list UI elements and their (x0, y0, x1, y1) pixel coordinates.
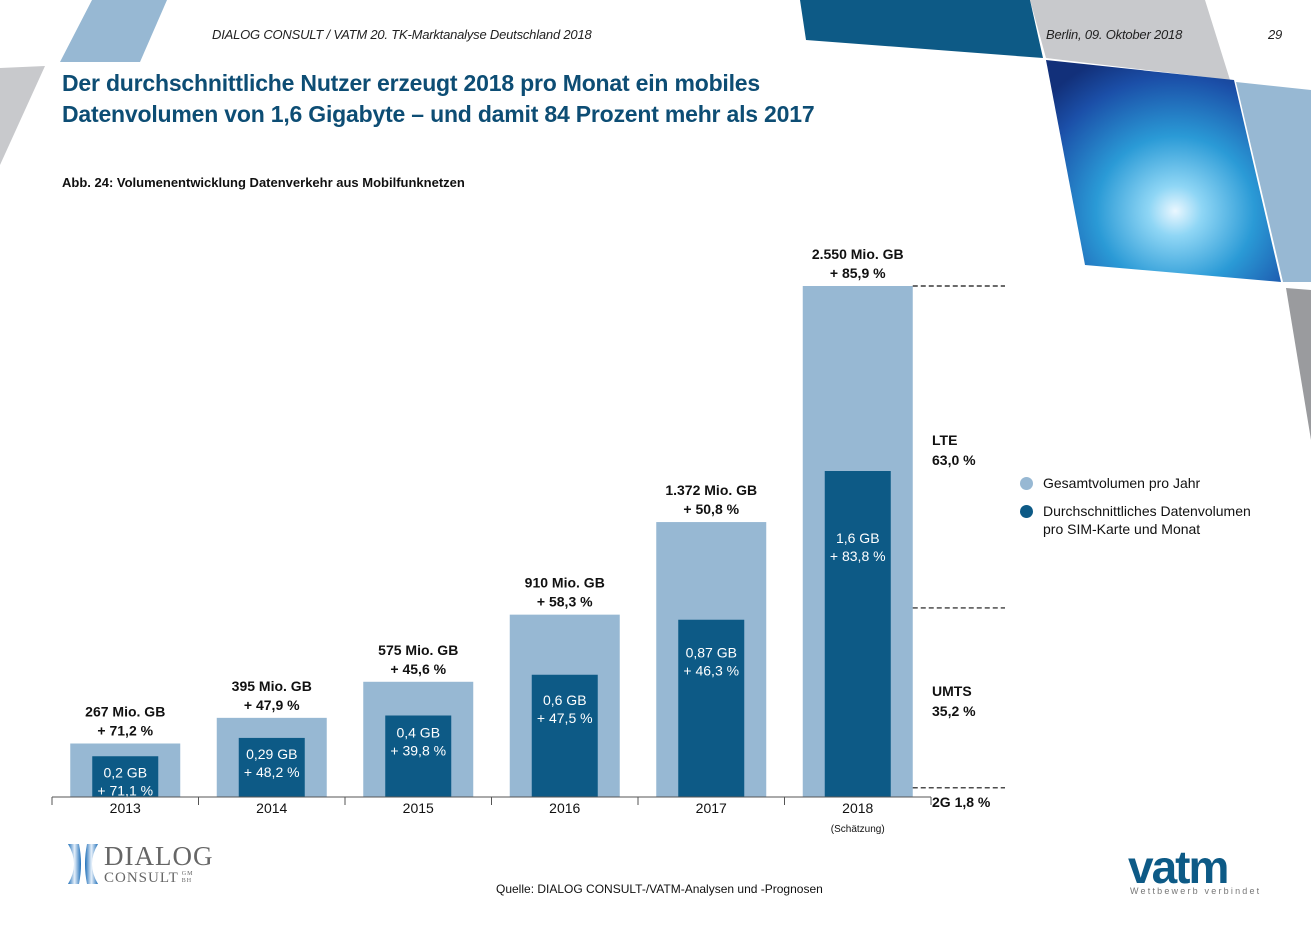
dialog-consult-line2: CONSULT (104, 869, 179, 886)
bar-avg-volume (385, 715, 452, 797)
dialog-consult-logo: DIALOG CONSULT GM BH (66, 842, 213, 886)
tech-label-name: UMTS (932, 683, 972, 699)
tech-label-share: 35,2 % (932, 703, 976, 719)
bar-avg-label: 1,6 GB (836, 530, 880, 546)
header-shape-grey-left (0, 66, 45, 165)
x-tick-label: 2013 (110, 800, 141, 816)
bar-avg-growth-label: + 39,8 % (390, 743, 446, 759)
dialog-consult-gmbh-bottom: BH (181, 877, 193, 884)
bar-total-label: 1.372 Mio. GB (665, 482, 757, 498)
bar-total-label: 910 Mio. GB (525, 575, 605, 591)
tech-label-name: LTE (932, 432, 957, 448)
header-publication: DIALOG CONSULT / VATM 20. TK-Marktanalys… (212, 27, 592, 42)
header-shape-light-blue (60, 0, 167, 62)
bar-total-label: 2.550 Mio. GB (812, 246, 904, 262)
vatm-logo: vatm Wettbewerb verbindet (1128, 841, 1272, 898)
bar-avg-volume (824, 471, 891, 797)
page-title: Der durchschnittliche Nutzer erzeugt 201… (62, 68, 815, 130)
bar-avg-growth-label: + 47,5 % (537, 710, 593, 726)
bar-avg-growth-label: + 48,2 % (244, 764, 300, 780)
x-tick-label: 2018 (842, 800, 873, 816)
bar-total-label: 395 Mio. GB (232, 678, 312, 694)
bar-total-growth-label: + 85,9 % (830, 265, 886, 281)
page-title-line1: Der durchschnittliche Nutzer erzeugt 201… (62, 70, 760, 96)
bar-avg-volume (531, 674, 598, 797)
header-date: Berlin, 09. Oktober 2018 (1046, 27, 1183, 42)
x-tick-label: 2017 (696, 800, 727, 816)
legend-label-line2: pro SIM-Karte und Monat (1043, 521, 1201, 537)
header-shape-grey-edge (1286, 288, 1311, 440)
x-tick-label: 2014 (256, 800, 287, 816)
header-image-tunnel (1046, 60, 1281, 282)
tech-label-2g: 2G 1,8 % (932, 794, 991, 810)
bar-total-label: 267 Mio. GB (85, 703, 165, 719)
legend-dot-light-blue-icon (1020, 477, 1033, 490)
dialog-consult-line1: DIALOG (104, 840, 214, 871)
dialog-consult-gmbh-top: GM (181, 870, 194, 877)
bar-avg-volume (678, 619, 745, 797)
bar-total-growth-label: + 58,3 % (537, 594, 593, 610)
legend-label-line1: Durchschnittliches Datenvolumen (1043, 503, 1251, 519)
bar-avg-volume (92, 756, 159, 797)
bar-total-growth-label: + 71,2 % (97, 722, 153, 738)
bar-avg-label: 0,6 GB (543, 692, 587, 708)
bar-avg-growth-label: + 71,1 % (97, 782, 153, 798)
chart-legend: Gesamtvolumen pro Jahr Durchschnittliche… (1020, 474, 1251, 548)
x-tick-label: 2015 (403, 800, 434, 816)
bar-avg-label: 0,29 GB (246, 746, 297, 762)
bar-total-label: 575 Mio. GB (378, 642, 458, 658)
page-number: 29 (1268, 27, 1283, 42)
vatm-logo-tagline: Wettbewerb verbindet (1130, 886, 1262, 896)
header-shape-dark-blue (800, 0, 1043, 58)
bar-total-growth-label: + 45,6 % (390, 661, 446, 677)
source-note: Quelle: DIALOG CONSULT-/VATM-Analysen un… (496, 882, 823, 896)
bar-total-growth-label: + 50,8 % (683, 501, 739, 517)
vatm-logo-word: vatm (1128, 841, 1229, 893)
bar-total-growth-label: + 47,9 % (244, 697, 300, 713)
header-shape-grey-right (1030, 0, 1230, 80)
bar-avg-label: 0,87 GB (686, 645, 737, 661)
legend-dot-dark-blue-icon (1020, 505, 1033, 518)
header-shape-light-blue-right (1236, 82, 1311, 282)
legend-item-avg-volume: Durchschnittliches Datenvolumen pro SIM-… (1020, 502, 1251, 538)
dialog-consult-logo-icon (68, 844, 98, 884)
page-title-line2: Datenvolumen von 1,6 Gigabyte – und dami… (62, 101, 815, 127)
legend-label: Durchschnittliches Datenvolumen pro SIM-… (1043, 502, 1251, 538)
bar-avg-growth-label: + 83,8 % (830, 548, 886, 564)
bar-avg-label: 0,4 GB (396, 725, 440, 741)
tech-label-share: 63,0 % (932, 452, 976, 468)
x-tick-label: 2016 (549, 800, 580, 816)
chart-title: Abb. 24: Volumenentwicklung Datenverkehr… (62, 175, 465, 190)
bar-avg-label: 0,2 GB (103, 764, 147, 780)
legend-label: Gesamtvolumen pro Jahr (1043, 475, 1201, 491)
legend-item-total-volume: Gesamtvolumen pro Jahr (1020, 474, 1251, 492)
bar-avg-growth-label: + 46,3 % (683, 663, 739, 679)
bar-avg-volume (238, 737, 305, 797)
x-tick-note: (Schätzung) (831, 824, 885, 835)
